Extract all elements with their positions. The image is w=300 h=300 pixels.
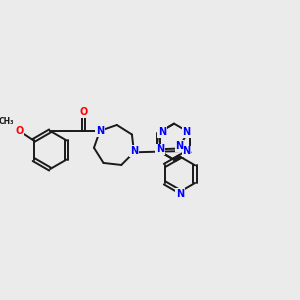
Text: N: N <box>182 127 190 137</box>
Text: N: N <box>156 144 164 154</box>
Text: N: N <box>182 146 190 156</box>
Text: N: N <box>96 126 104 136</box>
Text: CH₃: CH₃ <box>0 117 14 126</box>
Text: N: N <box>175 141 183 151</box>
Text: N: N <box>176 189 184 199</box>
Text: N: N <box>158 127 166 137</box>
Text: O: O <box>15 126 23 136</box>
Text: N: N <box>130 146 138 156</box>
Text: O: O <box>79 107 87 117</box>
